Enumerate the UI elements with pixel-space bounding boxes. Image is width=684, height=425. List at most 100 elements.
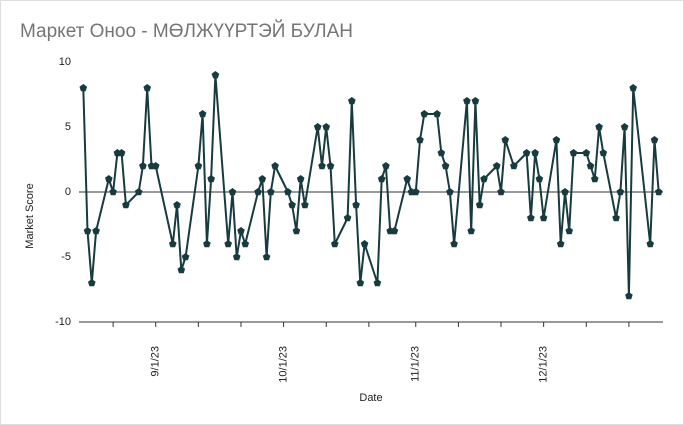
point: [360, 240, 369, 248]
point: [625, 292, 633, 300]
y-tick-label: -5: [61, 251, 71, 263]
point: [373, 279, 382, 287]
point: [356, 279, 365, 287]
point: [139, 162, 147, 170]
point: [92, 227, 100, 235]
point: [134, 188, 143, 196]
point: [450, 240, 458, 248]
point: [83, 227, 92, 235]
point: [595, 123, 603, 131]
point: [79, 84, 88, 92]
point: [169, 240, 177, 248]
point: [105, 175, 113, 183]
point: [390, 227, 399, 235]
point: [382, 162, 390, 170]
point: [241, 240, 250, 248]
point: [565, 227, 573, 235]
point: [228, 188, 237, 196]
point: [552, 136, 561, 144]
point: [471, 97, 480, 105]
point: [467, 227, 475, 235]
y-tick-label: -10: [55, 316, 71, 328]
point: [109, 188, 117, 196]
point: [348, 97, 356, 105]
point: [198, 110, 207, 118]
point: [591, 175, 599, 183]
point: [412, 188, 420, 196]
point: [531, 149, 539, 157]
x-axis-label: Date: [359, 392, 382, 404]
point: [301, 201, 309, 209]
x-tick-label: 9/1/23: [150, 346, 162, 377]
point: [284, 188, 292, 196]
point: [313, 123, 322, 131]
point: [318, 162, 326, 170]
point: [88, 279, 96, 287]
point: [322, 123, 330, 131]
point: [527, 214, 535, 222]
y-tick-label: 0: [65, 186, 71, 198]
point: [177, 266, 186, 274]
x-tick-label: 10/1/23: [278, 346, 290, 383]
x-tick-label: 12/1/23: [538, 346, 550, 383]
point: [616, 188, 625, 196]
point: [501, 136, 510, 144]
point: [556, 240, 565, 248]
point: [151, 162, 160, 170]
point: [237, 227, 245, 235]
point: [612, 214, 620, 222]
point: [646, 240, 654, 248]
point: [586, 162, 595, 170]
point: [446, 188, 454, 196]
point: [475, 201, 484, 209]
point: [194, 162, 203, 170]
point: [173, 201, 181, 209]
point: [207, 175, 215, 183]
point: [403, 175, 411, 183]
point: [510, 162, 518, 170]
point: [224, 240, 232, 248]
y-axis-label: Market Score: [24, 183, 36, 248]
point: [433, 110, 441, 118]
point: [535, 175, 544, 183]
point: [582, 149, 591, 157]
point: [296, 175, 305, 183]
point: [267, 188, 275, 196]
point: [292, 227, 301, 235]
point: [463, 97, 471, 105]
point: [522, 149, 531, 157]
point: [258, 175, 267, 183]
y-tick-label: 5: [65, 121, 71, 133]
point: [620, 123, 629, 131]
point: [326, 162, 335, 170]
y-tick-label: 10: [59, 56, 71, 68]
point: [343, 214, 352, 222]
point: [203, 240, 211, 248]
point: [143, 84, 151, 92]
chart-title: Маркет Оноо - МӨЛЖҮҮРТЭЙ БУЛАН: [20, 20, 353, 42]
point: [599, 149, 608, 157]
point: [232, 253, 241, 261]
point: [561, 188, 569, 196]
point: [629, 84, 637, 92]
point: [181, 253, 190, 261]
point: [497, 188, 505, 196]
point: [492, 162, 501, 170]
point: [117, 149, 126, 157]
point: [122, 201, 130, 209]
point: [416, 136, 424, 144]
point: [211, 71, 220, 79]
point: [254, 188, 262, 196]
point: [650, 136, 659, 144]
x-tick-label: 11/1/23: [410, 346, 422, 382]
point: [420, 110, 429, 118]
point: [441, 162, 450, 170]
point: [654, 188, 663, 196]
point: [480, 175, 488, 183]
point: [352, 201, 360, 209]
point: [262, 253, 271, 261]
point: [539, 214, 548, 222]
